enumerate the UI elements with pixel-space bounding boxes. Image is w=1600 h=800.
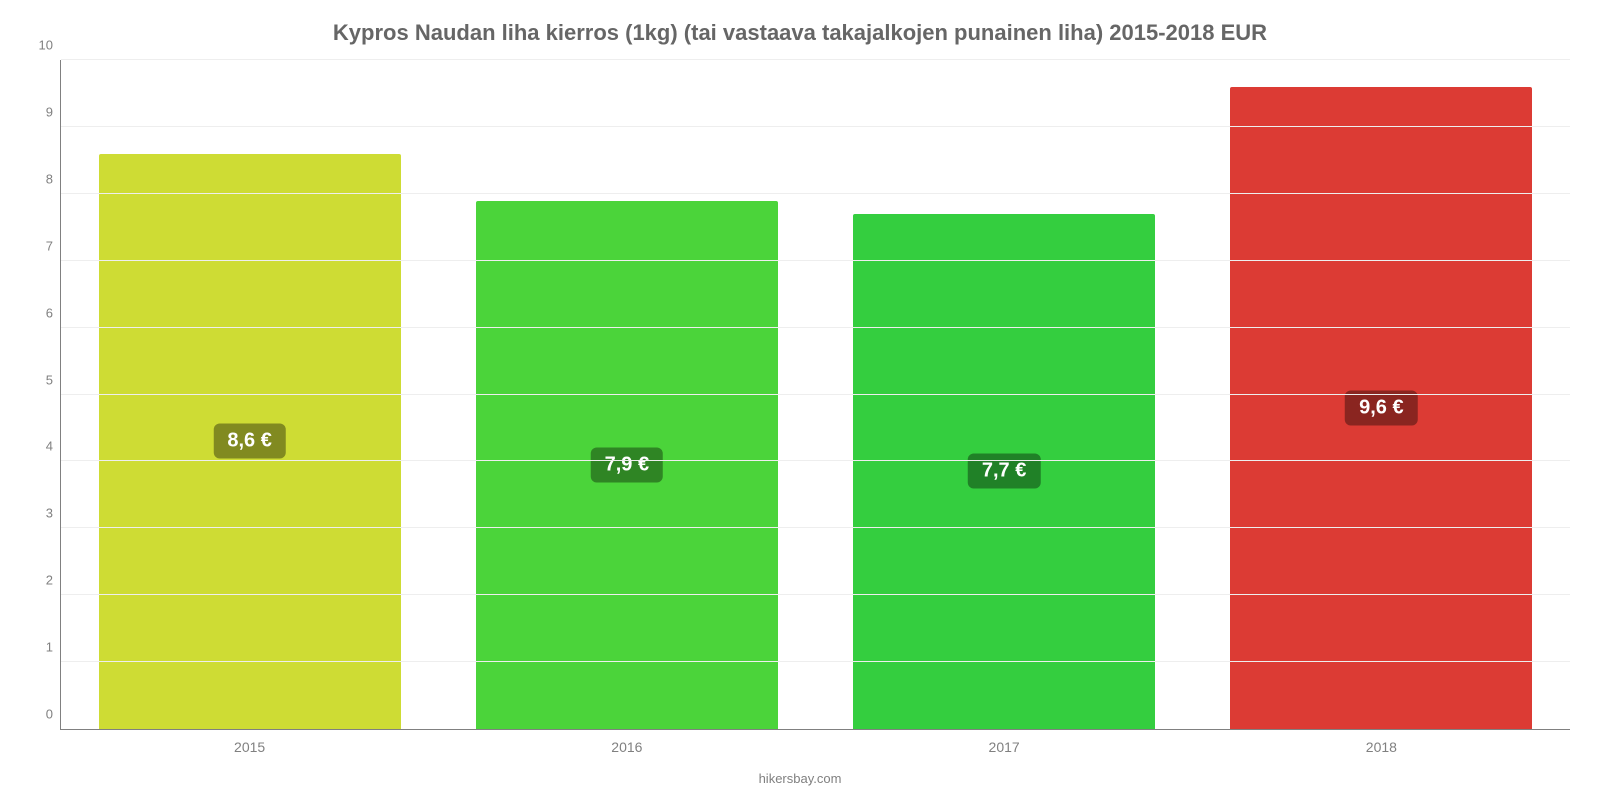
- value-badge: 8,6 €: [213, 424, 285, 459]
- y-tick-label: 4: [23, 439, 53, 454]
- y-tick-label: 3: [23, 506, 53, 521]
- chart-title: Kypros Naudan liha kierros (1kg) (tai va…: [0, 20, 1600, 46]
- gridline: [61, 260, 1570, 261]
- credit-text: hikersbay.com: [0, 771, 1600, 786]
- y-tick-label: 2: [23, 573, 53, 588]
- y-tick-label: 7: [23, 238, 53, 253]
- bar-chart: Kypros Naudan liha kierros (1kg) (tai va…: [0, 0, 1600, 800]
- gridline: [61, 594, 1570, 595]
- bar: 9,6 €: [1230, 87, 1532, 729]
- gridline: [61, 59, 1570, 60]
- plot-area: 8,6 €7,9 €7,7 €9,6 € 0123456789102015201…: [60, 60, 1570, 730]
- gridline: [61, 193, 1570, 194]
- y-tick-label: 10: [23, 38, 53, 53]
- y-tick-label: 5: [23, 372, 53, 387]
- y-tick-label: 9: [23, 104, 53, 119]
- gridline: [61, 460, 1570, 461]
- bar: 7,7 €: [853, 214, 1155, 729]
- x-tick-label: 2017: [989, 739, 1020, 755]
- gridline: [61, 661, 1570, 662]
- gridline: [61, 327, 1570, 328]
- value-badge: 7,7 €: [968, 454, 1040, 489]
- x-tick-label: 2016: [611, 739, 642, 755]
- y-tick-label: 8: [23, 171, 53, 186]
- x-tick-label: 2018: [1366, 739, 1397, 755]
- value-badge: 9,6 €: [1345, 390, 1417, 425]
- bar: 8,6 €: [99, 154, 401, 729]
- gridline: [61, 394, 1570, 395]
- bars-layer: 8,6 € 7,9 € 7,7 € 9,6 €: [61, 60, 1570, 729]
- gridline: [61, 527, 1570, 528]
- x-tick-label: 2015: [234, 739, 265, 755]
- y-tick-label: 1: [23, 640, 53, 655]
- gridline: [61, 126, 1570, 127]
- value-badge: 7,9 €: [591, 447, 663, 482]
- y-tick-label: 0: [23, 707, 53, 722]
- bar: 7,9 €: [476, 201, 778, 730]
- y-tick-label: 6: [23, 305, 53, 320]
